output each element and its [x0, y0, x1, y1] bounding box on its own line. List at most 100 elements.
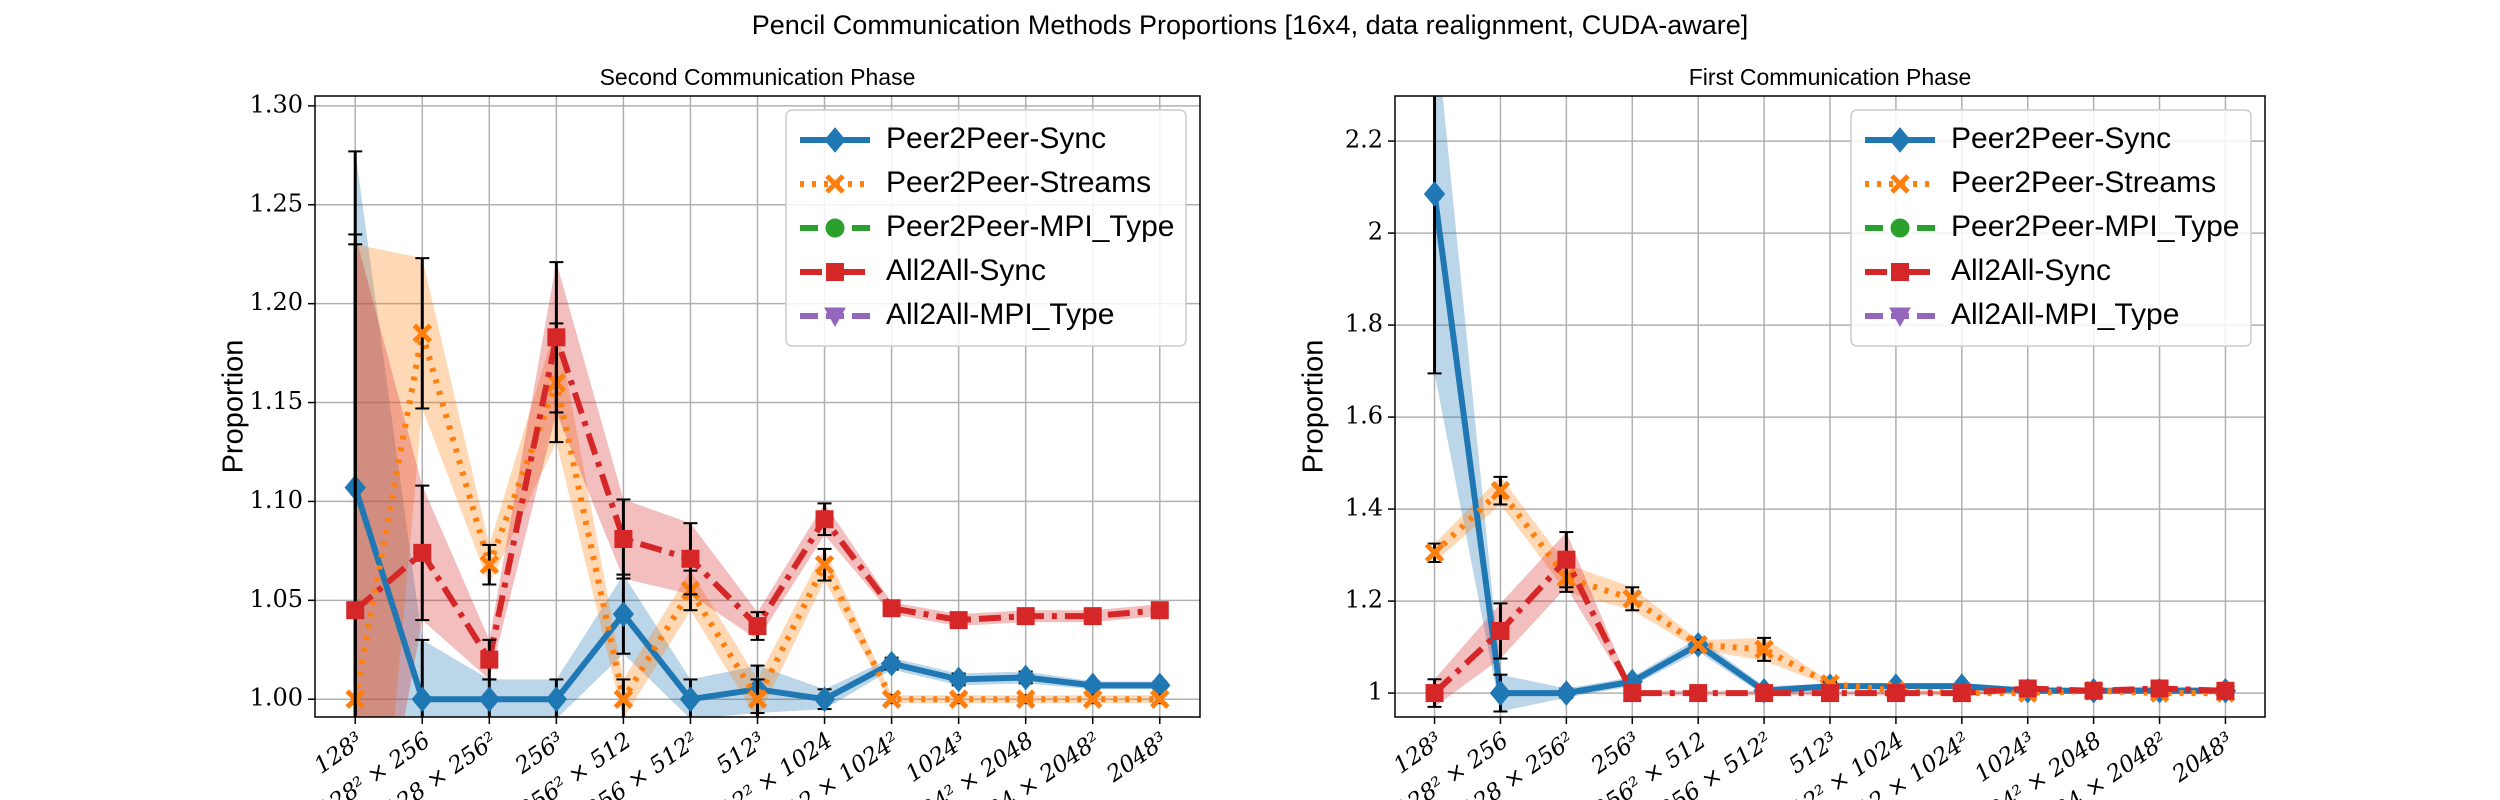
- legend-label: All2All-MPI_Type: [1951, 298, 2179, 331]
- legend: Peer2Peer-Sync Peer2Peer-Streams Peer2Peer…: [1850, 109, 2252, 347]
- legend-label: Peer2Peer-Sync: [886, 122, 1106, 155]
- y-tick-label: 2: [1368, 218, 1383, 246]
- marker: [612, 601, 635, 627]
- error-band: [355, 151, 1160, 717]
- marker: [882, 599, 901, 618]
- y-tick-label: 1.05: [250, 585, 303, 613]
- marker: [747, 689, 768, 709]
- error-band: [1434, 476, 2226, 695]
- marker: [613, 689, 634, 709]
- marker: [681, 549, 700, 568]
- marker: [1491, 621, 1510, 640]
- marker: [1889, 127, 1911, 153]
- y-tick-label: 1.10: [250, 486, 303, 514]
- marker: [1557, 550, 1576, 569]
- marker: [1754, 639, 1774, 660]
- marker: [880, 650, 903, 677]
- marker: [1490, 480, 1511, 501]
- marker: [824, 307, 846, 328]
- legend-label: Peer2Peer-MPI_Type: [886, 210, 1174, 243]
- x-tick-label: 2048³: [1101, 728, 1172, 789]
- marker: [1150, 689, 1170, 709]
- y-tick-label: 1.4: [1345, 494, 1383, 522]
- marker: [825, 218, 845, 238]
- marker: [1083, 607, 1102, 626]
- legend-label: All2All-MPI_Type: [886, 298, 1114, 331]
- marker: [947, 666, 970, 693]
- y-tick-label: 1.30: [250, 90, 303, 118]
- plot-frame: [314, 95, 1201, 718]
- y-tick-label: 1.00: [250, 684, 303, 712]
- legend-label: Peer2Peer-Sync: [1951, 122, 2171, 155]
- subplot: First Communication Phase Proportion 1 1.2 1…: [1298, 64, 2266, 800]
- y-tick-label: 1.25: [250, 189, 303, 217]
- legend-label: Peer2Peer-Streams: [886, 166, 1151, 199]
- marker: [480, 650, 499, 669]
- legend-label: Peer2Peer-MPI_Type: [1951, 210, 2239, 243]
- marker: [948, 689, 969, 709]
- x-tick-label: 2048³: [2167, 728, 2238, 789]
- y-tick-label: 1.2: [1345, 586, 1383, 614]
- legend-label: All2All-Sync: [886, 254, 1046, 287]
- marker: [478, 686, 500, 712]
- marker: [1688, 635, 1708, 655]
- marker: [815, 510, 834, 529]
- marker: [1555, 680, 1578, 706]
- legend-box: [1850, 109, 2252, 347]
- marker: [1425, 684, 1444, 703]
- marker: [1890, 218, 1910, 238]
- marker: [2018, 679, 2037, 698]
- marker: [813, 686, 836, 712]
- marker: [479, 554, 500, 575]
- marker: [679, 686, 702, 712]
- marker: [1424, 543, 1445, 563]
- marker: [2216, 681, 2235, 700]
- marker: [1489, 680, 1512, 706]
- marker: [411, 686, 433, 712]
- y-tick-label: 1.8: [1345, 310, 1383, 338]
- marker: [949, 611, 968, 630]
- marker: [1890, 174, 1910, 194]
- marker: [1015, 664, 1037, 691]
- subplot: Second Communication Phase Proportion 1.00…: [218, 64, 1201, 800]
- legend: Peer2Peer-Sync Peer2Peer-Streams Peer2Peer…: [785, 109, 1187, 347]
- marker: [1821, 684, 1839, 703]
- y-tick-label: 1.6: [1345, 402, 1383, 430]
- figure-title: Pencil Communication Methods Proportions…: [752, 10, 1748, 40]
- marker: [824, 127, 846, 153]
- marker: [1886, 684, 1905, 703]
- marker: [1755, 684, 1774, 703]
- marker: [826, 263, 844, 281]
- marker: [1016, 607, 1035, 626]
- marker: [1889, 307, 1911, 328]
- marker: [1082, 689, 1103, 709]
- marker: [1150, 601, 1169, 620]
- marker: [412, 323, 433, 344]
- marker: [1423, 181, 1446, 207]
- marker: [1689, 684, 1708, 703]
- marker: [1952, 684, 1971, 703]
- y-tick-label: 1: [1368, 678, 1383, 706]
- marker: [748, 617, 767, 636]
- marker: [1622, 589, 1643, 609]
- marker: [545, 686, 568, 712]
- legend-label: Peer2Peer-Streams: [1951, 166, 2216, 199]
- marker: [547, 328, 566, 347]
- marker: [2084, 681, 2103, 700]
- marker: [825, 174, 845, 194]
- plot-frame: [1394, 95, 2266, 718]
- marker: [1623, 684, 1642, 703]
- marker: [2150, 679, 2169, 698]
- y-tick-label: 2.2: [1345, 126, 1383, 154]
- marker: [814, 554, 835, 575]
- marker: [1891, 263, 1909, 281]
- plot-area: [1423, 96, 2237, 713]
- marker: [413, 543, 432, 562]
- subplot-title: Second Communication Phase: [600, 64, 916, 90]
- legend-label: All2All-Sync: [1951, 254, 2111, 287]
- plot-area: [344, 150, 1171, 717]
- marker: [614, 530, 633, 549]
- marker: [1015, 689, 1036, 709]
